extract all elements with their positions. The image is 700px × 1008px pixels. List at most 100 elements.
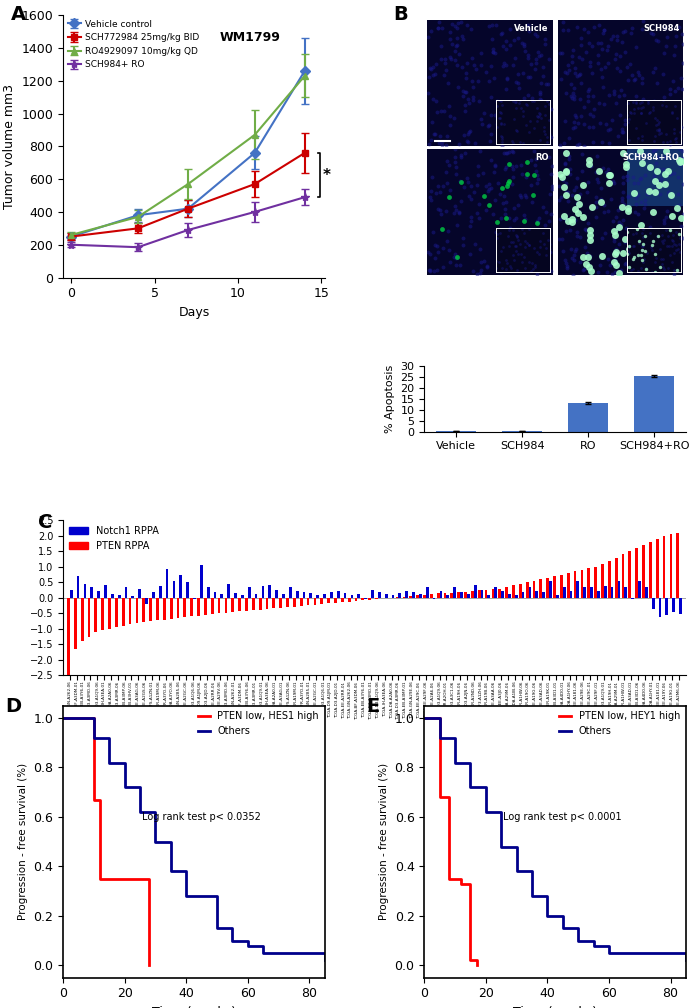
Bar (457, 593, 460, 598)
Others (559, 922, 567, 934)
Bar (225, 598, 228, 613)
Bar (498, 589, 501, 598)
Bar (464, 592, 467, 598)
Bar (419, 594, 421, 598)
Bar (282, 594, 285, 598)
Bar (487, 596, 490, 598)
Bar (220, 594, 223, 598)
Bar (122, 598, 125, 626)
Others (213, 922, 221, 934)
Others (151, 836, 160, 848)
Bar (536, 591, 538, 598)
Bar (505, 587, 508, 598)
Bar (634, 376, 674, 431)
Bar (649, 542, 652, 598)
Bar (385, 594, 388, 598)
Text: Log rank test p< 0.0352: Log rank test p< 0.0352 (141, 811, 260, 822)
Bar (508, 594, 511, 598)
Bar (405, 591, 408, 598)
Bar (279, 598, 282, 608)
Bar (501, 591, 504, 598)
PTEN low, HEY1 high (444, 791, 453, 803)
Bar (248, 587, 251, 598)
Bar (364, 598, 367, 600)
Bar (118, 596, 120, 598)
Bar (125, 587, 127, 598)
Bar (83, 584, 86, 598)
Bar (638, 581, 640, 598)
Bar (567, 573, 570, 598)
Others (228, 934, 237, 947)
Bar (540, 580, 542, 598)
Bar (206, 587, 209, 598)
Others (512, 841, 521, 853)
PTEN low, HEY1 high (473, 960, 481, 972)
Others (512, 865, 521, 877)
Others (167, 865, 175, 877)
PTEN low, HES1 high (96, 793, 104, 805)
Others (90, 712, 98, 724)
Bar (519, 584, 522, 598)
Bar (77, 577, 79, 598)
Bar (136, 598, 139, 623)
Bar (553, 577, 556, 598)
PTEN low, HEY1 high (466, 878, 475, 890)
Line: PTEN low, HES1 high: PTEN low, HES1 high (63, 718, 149, 966)
Bar (526, 583, 528, 598)
Bar (556, 596, 559, 598)
Bar (111, 594, 113, 598)
Others (435, 712, 444, 724)
Text: *: * (323, 167, 331, 182)
Bar (558, 149, 683, 275)
PTEN low, HEY1 high (457, 873, 466, 885)
Bar (426, 587, 428, 598)
Bar (494, 587, 497, 598)
Others (589, 934, 598, 947)
Bar (558, 20, 683, 146)
Bar (610, 587, 613, 598)
Bar (228, 584, 230, 598)
Bar (286, 598, 289, 607)
Bar (186, 583, 189, 598)
Others (605, 939, 613, 952)
Bar (427, 20, 552, 146)
Bar (302, 593, 305, 598)
Others (59, 712, 67, 724)
Bar (371, 590, 374, 598)
Bar (293, 598, 296, 607)
Text: E: E (367, 698, 380, 717)
Bar (597, 591, 600, 598)
Bar (328, 598, 330, 604)
Bar (574, 572, 577, 598)
Bar (533, 581, 536, 598)
Bar (484, 590, 487, 598)
Bar (296, 591, 298, 598)
Bar (663, 536, 666, 598)
Bar (67, 598, 70, 675)
Bar (156, 598, 159, 620)
Bar (580, 570, 583, 598)
Bar (97, 591, 100, 598)
Others (105, 756, 113, 768)
Bar (410, 596, 412, 598)
Bar (115, 598, 118, 627)
Others (574, 934, 582, 947)
Bar (423, 595, 426, 598)
PTEN low, HEY1 high (444, 873, 453, 885)
Others (213, 890, 221, 902)
Others (321, 955, 329, 967)
Bar (608, 560, 610, 598)
PTEN low, HEY1 high (457, 878, 466, 890)
Bar (398, 593, 401, 598)
Bar (645, 587, 648, 598)
Bar (139, 589, 141, 598)
X-axis label: Time (weeks): Time (weeks) (513, 1006, 597, 1008)
Others (90, 732, 98, 744)
Bar (204, 598, 206, 615)
Bar (94, 598, 97, 632)
Legend: Vehicle control, SCH772984 25mg/kg BID, RO4929097 10mg/kg QD, SCH984+ RO: Vehicle control, SCH772984 25mg/kg BID, … (64, 16, 202, 73)
Bar (232, 598, 235, 612)
Bar (676, 532, 679, 598)
Bar (642, 545, 645, 598)
Bar (300, 598, 302, 606)
